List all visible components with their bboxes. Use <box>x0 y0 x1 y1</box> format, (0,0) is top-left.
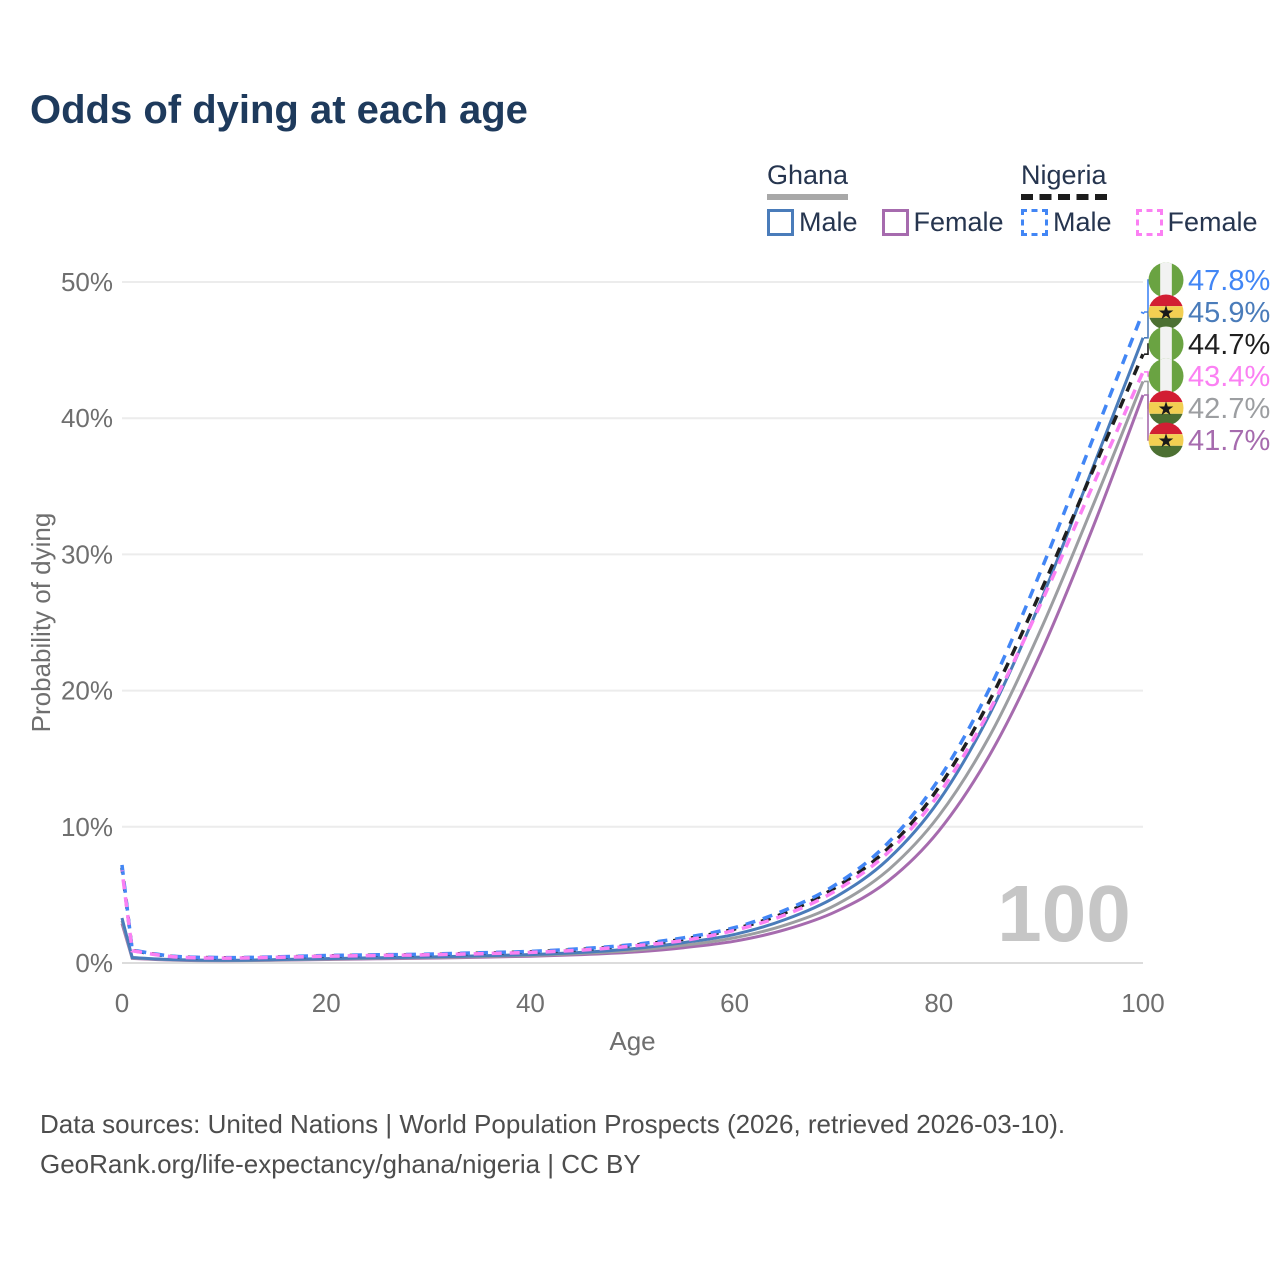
end-value-label-ghana-female: 41.7% <box>1188 425 1270 457</box>
x-tick-label-20: 20 <box>312 988 341 1018</box>
flag-band <box>1148 306 1184 318</box>
legend-group-ghana: Ghana Male Female <box>767 160 1028 238</box>
x-tick-label-40: 40 <box>516 988 545 1018</box>
ghana-flag-icon: ★ <box>1148 294 1184 330</box>
age-watermark: 100 <box>997 869 1130 958</box>
y-tick-label-50: 50% <box>61 267 113 297</box>
nigeria-female-swatch-icon <box>1135 209 1163 236</box>
end-value-label-nigeria-female: 43.4% <box>1188 361 1270 393</box>
legend-item-ghana-male[interactable]: Male <box>767 207 858 238</box>
flag-band <box>1148 294 1184 307</box>
nigeria-flag-icon <box>1148 326 1184 362</box>
flag-band <box>1148 434 1184 446</box>
nigeria-flag-icon <box>1148 358 1184 394</box>
legend-item-ghana-female[interactable]: Female <box>881 207 1004 238</box>
x-axis-title: Age <box>609 1026 655 1056</box>
flag-band <box>1148 390 1184 403</box>
legend-group-nigeria: Nigeria Male Female <box>1021 160 1280 238</box>
ghana-male-swatch-icon <box>767 209 794 236</box>
ghana-star-icon: ★ <box>1157 431 1174 452</box>
y-tick-label-40: 40% <box>61 403 113 433</box>
nigeria-male-swatch-icon <box>1021 209 1048 236</box>
flag-band <box>1160 358 1172 394</box>
flag-band <box>1148 317 1184 330</box>
legend-country-ghana[interactable]: Ghana <box>767 160 849 200</box>
series-line-ghana[interactable] <box>120 380 1145 963</box>
nigeria-flag-icon <box>1148 262 1184 298</box>
data-source-line1: Data sources: United Nations | World Pop… <box>40 1109 1066 1139</box>
legend-label: Female <box>913 207 1004 237</box>
ghana-star-icon: ★ <box>1157 399 1174 420</box>
x-tick-label-80: 80 <box>924 988 953 1018</box>
end-value-label-ghana: 42.7% <box>1188 393 1270 425</box>
y-tick-label-10: 10% <box>61 812 113 842</box>
ghana-star-icon: ★ <box>1157 303 1174 324</box>
x-tick-label-0: 0 <box>115 988 129 1018</box>
legend-label: Male <box>1053 207 1112 237</box>
series-line-ghana-male[interactable] <box>120 337 1145 962</box>
legend-country-nigeria[interactable]: Nigeria <box>1021 160 1107 200</box>
ghana-flag-icon: ★ <box>1148 422 1184 458</box>
data-source-line2: GeoRank.org/life-expectancy/ghana/nigeri… <box>40 1149 641 1179</box>
flag-band <box>1160 326 1172 362</box>
series-line-nigeria[interactable] <box>120 353 1145 960</box>
series-line-nigeria-male[interactable] <box>120 311 1145 960</box>
y-tick-label-30: 30% <box>61 539 113 569</box>
page-title: Odds of dying at each age <box>30 88 528 132</box>
end-value-label-nigeria-male: 47.8% <box>1188 265 1270 297</box>
legend-item-nigeria-female[interactable]: Female <box>1135 207 1258 238</box>
series-line-ghana-female[interactable] <box>120 394 1145 963</box>
flag-band <box>1148 413 1184 426</box>
legend-item-nigeria-male[interactable]: Male <box>1021 207 1112 238</box>
x-tick-label-60: 60 <box>720 988 749 1018</box>
flag-band <box>1148 422 1184 435</box>
end-value-label-ghana-male: 45.9% <box>1188 297 1270 329</box>
flag-band <box>1160 262 1172 298</box>
flag-band <box>1148 445 1184 458</box>
flag-band <box>1148 402 1184 414</box>
y-tick-label-0: 0% <box>75 948 113 978</box>
legend-label: Female <box>1167 207 1258 237</box>
y-tick-label-20: 20% <box>61 676 113 706</box>
ghana-flag-icon: ★ <box>1148 390 1184 426</box>
legend-label: Male <box>799 207 858 237</box>
series-line-nigeria-female[interactable] <box>120 371 1145 960</box>
x-tick-label-100: 100 <box>1121 988 1164 1018</box>
data-source-note: Data sources: United Nations | World Pop… <box>40 1104 1065 1184</box>
ghana-female-swatch-icon <box>881 209 909 236</box>
y-axis-title: Probability of dying <box>26 513 56 733</box>
end-value-label-nigeria: 44.7% <box>1188 329 1270 361</box>
